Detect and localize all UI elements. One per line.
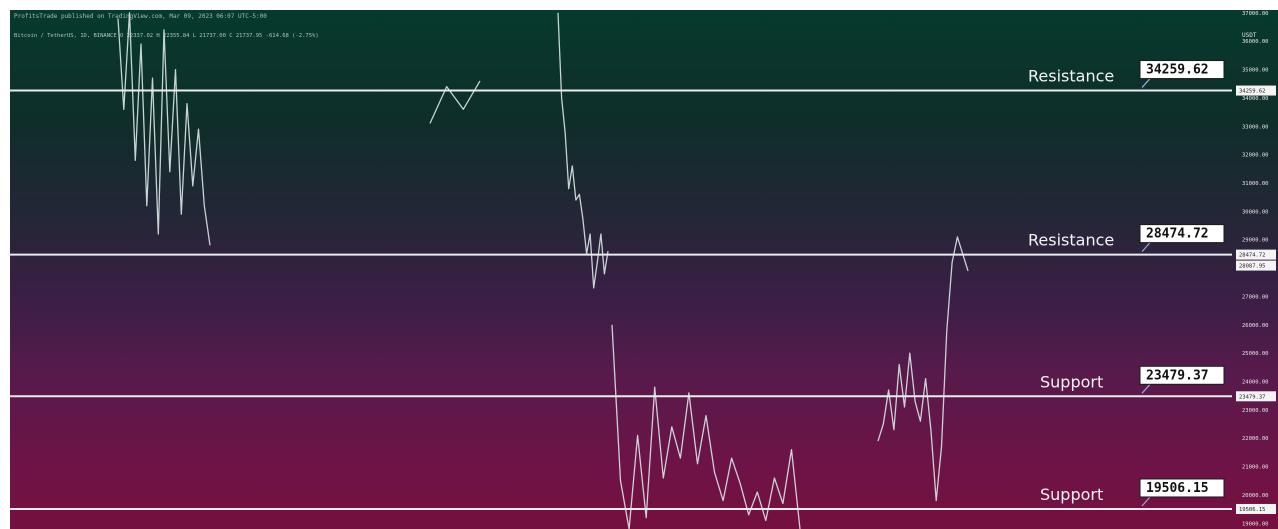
- y-tick-label: 29000.00: [1242, 238, 1269, 244]
- level-label: Resistance: [1028, 231, 1114, 250]
- level-callout-pointer: [1141, 383, 1151, 394]
- price-line-segment: [117, 12, 211, 246]
- y-tick-label: 26000.00: [1242, 323, 1269, 329]
- level-callout-pointer: [1141, 242, 1151, 253]
- y-tick-label: 37000.00: [1242, 11, 1269, 17]
- ohlc-info: Bitcoin / TetherUS, 1D, BINANCE O 22337.…: [14, 33, 319, 39]
- y-tick-label: 23000.00: [1242, 408, 1269, 414]
- price-tag-label: 28474.72: [1239, 253, 1266, 259]
- level-label: Support: [1040, 485, 1103, 504]
- currency-scale-label: USDT: [1242, 32, 1257, 39]
- publish-info: ProfitsTrade published on TradingView.co…: [14, 13, 267, 20]
- y-tick-label: 19000.00: [1242, 521, 1269, 527]
- level-callout-pointer: [1141, 78, 1151, 88]
- level-value: 34259.62: [1146, 63, 1209, 78]
- chart-frame: ProfitsTrade published on TradingView.co…: [10, 10, 1278, 529]
- y-tick-label: 34000.00: [1242, 96, 1269, 102]
- price-tag: [1236, 249, 1276, 260]
- y-tick-label: 25000.00: [1242, 351, 1269, 357]
- price-tag: [1236, 85, 1276, 96]
- level-value-box: [1139, 224, 1225, 244]
- y-tick-label: 22000.00: [1242, 436, 1269, 442]
- price-line-segment: [557, 12, 609, 289]
- price-line-segment: [611, 324, 801, 529]
- y-tick-label: 27000.00: [1242, 294, 1269, 300]
- price-line-segment: [877, 236, 969, 502]
- level-label: Support: [1040, 372, 1103, 391]
- level-value-box: [1139, 478, 1225, 498]
- y-tick-label: 33000.00: [1242, 124, 1269, 130]
- level-value: 28474.72: [1146, 227, 1209, 242]
- level-value: 19506.15: [1146, 481, 1209, 496]
- price-tag-label: 23479.37: [1239, 394, 1266, 400]
- price-chart: Resistance 34259.62 Resistance 28474.72 Supp…: [10, 11, 1276, 529]
- y-tick-label: 30000.00: [1242, 209, 1269, 215]
- y-tick-label: 24000.00: [1242, 380, 1269, 386]
- y-tick-label: 20000.00: [1242, 493, 1269, 499]
- level-value-box: [1139, 60, 1225, 80]
- price-tag-label: 19506.15: [1239, 507, 1266, 513]
- price-tag-label: 28087.95: [1239, 264, 1266, 270]
- level-value-box: [1139, 365, 1225, 385]
- price-tag: [1236, 391, 1276, 402]
- level-value: 23479.37: [1146, 368, 1209, 383]
- price-line-segment: [429, 80, 481, 124]
- y-tick-label: 32000.00: [1242, 153, 1269, 159]
- price-tag: [1236, 503, 1276, 514]
- y-tick-label: 21000.00: [1242, 465, 1269, 471]
- level-label: Resistance: [1028, 67, 1114, 86]
- price-tag: [1236, 260, 1276, 271]
- y-tick-label: 35000.00: [1242, 68, 1269, 74]
- level-callout-pointer: [1141, 496, 1151, 507]
- price-tag-label: 34259.62: [1239, 89, 1266, 95]
- y-tick-label: 36000.00: [1242, 39, 1269, 45]
- y-tick-label: 31000.00: [1242, 181, 1269, 187]
